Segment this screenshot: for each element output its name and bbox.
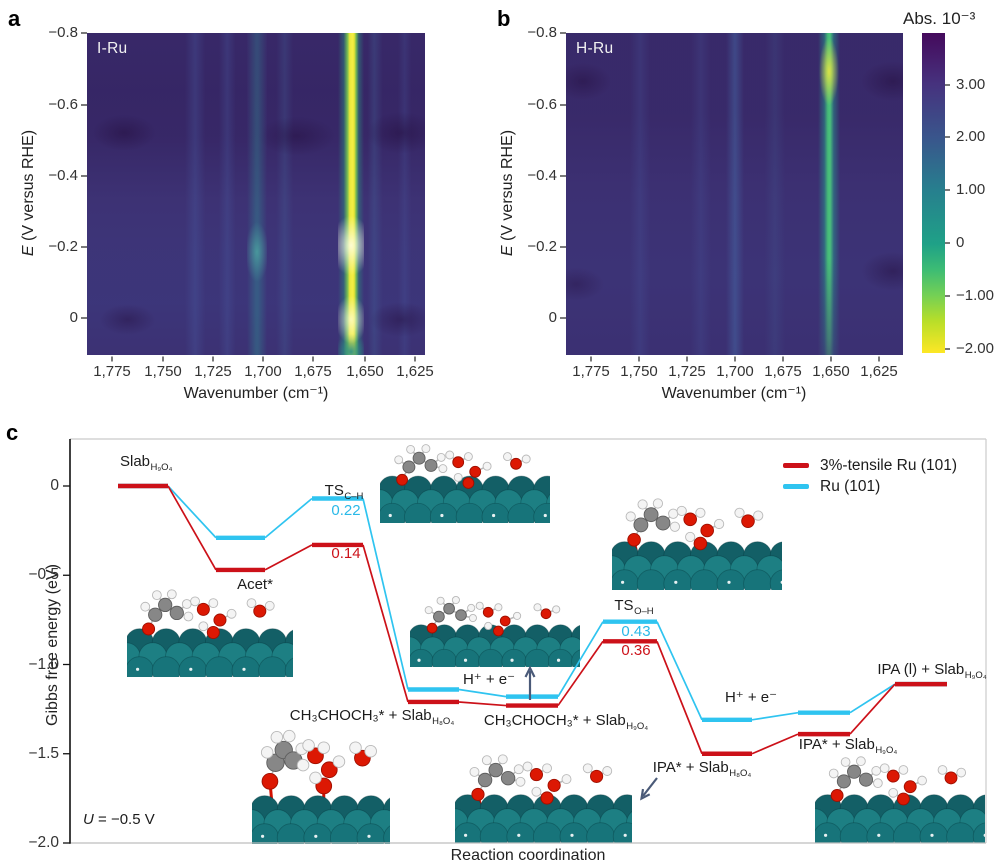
colorbar — [922, 33, 945, 353]
panel-letter-a: a — [8, 6, 21, 31]
pointer-arrow-down-left — [640, 777, 658, 801]
y-tick-label: −0.8 — [48, 24, 78, 41]
band-1650-strong — [338, 33, 364, 355]
colorbar-tick-label: −2.00 — [956, 340, 994, 357]
label-slab: SlabH₉O₄ — [120, 453, 173, 473]
x-tick-label: 1,725 — [668, 363, 706, 380]
molecular-inset-propoxide — [410, 595, 580, 667]
colorbar-tick-label: 1.00 — [956, 181, 986, 198]
label-applied-potential: U = −0.5 V — [83, 811, 155, 828]
legend-label-ru: Ru (101) — [820, 477, 881, 495]
colorbar-title: Abs. 10⁻³ — [903, 9, 976, 28]
panel-c-y-tick-label: 0 — [50, 477, 59, 494]
panel-b-x-axis-label: Wavenumber (cm⁻¹) — [661, 385, 807, 402]
x-tick-label: 1,700 — [244, 363, 282, 380]
barrier-value-tensile-ts-ch: 0.14 — [331, 545, 361, 562]
molecular-inset-ipa-adsorbed — [455, 753, 632, 843]
barrier-value-ru-ts-oh: 0.43 — [621, 623, 651, 640]
legend-row-tensile: 3%-tensile Ru (101) — [783, 455, 957, 476]
molecular-inset-ts-oh — [612, 497, 782, 590]
label-ts-oh: TSO–H — [614, 597, 654, 617]
barrier-value-tensile-ts-oh: 0.36 — [621, 642, 651, 659]
x-tick-label: 1,625 — [860, 363, 898, 380]
panel-c-y-tick-label: −2.0 — [28, 834, 59, 851]
panel-a-x-axis-label: Wavenumber (cm⁻¹) — [183, 385, 329, 402]
label-ipa-1: IPA* + SlabH₈O₄ — [652, 759, 752, 779]
molecular-inset-ts-ch — [380, 443, 550, 523]
legend-swatch-tensile — [783, 463, 809, 468]
colorbar-tick-label: 0 — [956, 234, 965, 251]
panel-b-heatmap: H-Ru — [566, 33, 903, 355]
molecular-inset-propoxide-slab — [252, 728, 390, 844]
molecular-inset-acetone-adsorbed — [127, 588, 293, 677]
panel-c-y-tick-label: −0.5 — [28, 566, 59, 584]
y-tick-label: −0.8 — [527, 24, 557, 41]
panel-a-sample-tag: I-Ru — [97, 40, 128, 57]
panel-b-sample-tag: H-Ru — [576, 40, 614, 57]
label-proton-electron-2: H⁺ + e⁻ — [724, 689, 778, 706]
x-tick-label: 1,750 — [144, 363, 182, 380]
label-ipa-2: IPA* + SlabH₉O₄ — [798, 736, 898, 756]
x-tick-label: 1,775 — [572, 363, 610, 380]
panel-c-y-axis-label: Gibbs free energy (eV) — [44, 564, 61, 726]
panel-a-heatmap: I-Ru — [87, 33, 425, 355]
x-tick-label: 1,675 — [764, 363, 802, 380]
y-tick-label: −0.4 — [527, 167, 557, 184]
band-1700-faint — [726, 33, 744, 355]
y-tick-label: −0.2 — [48, 238, 78, 255]
y-tick-label: 0 — [69, 309, 78, 326]
label-ipa-liquid: IPA (l) + SlabH₉O₄ — [877, 661, 987, 681]
label-proton-electron-1: H⁺ + e⁻ — [462, 671, 516, 688]
legend-row-ru: Ru (101) — [783, 476, 957, 497]
panel-a-y-axis-label: E (V versus RHE) — [20, 129, 37, 257]
panel-c-x-axis-label: Reaction coordination — [450, 847, 606, 864]
x-tick-label: 1,700 — [716, 363, 754, 380]
colorbar-tick-label: 2.00 — [956, 128, 986, 145]
y-tick-label: −0.2 — [527, 238, 557, 255]
y-tick-label: −0.6 — [527, 96, 557, 113]
x-tick-label: 1,775 — [93, 363, 131, 380]
legend: 3%-tensile Ru (101) Ru (101) — [783, 455, 957, 497]
colorbar-tick-label: −1.00 — [956, 287, 994, 304]
panel-b-y-axis-label: E (V versus RHE) — [499, 129, 516, 257]
pointer-arrow-up — [524, 665, 536, 700]
panel-letter-c: c — [6, 420, 19, 445]
x-tick-label: 1,750 — [620, 363, 658, 380]
panel-letter-b: b — [497, 6, 511, 31]
panel-c-y-tick-label: −1.0 — [28, 655, 59, 673]
label-ts-ch: TSC–H — [324, 482, 364, 502]
legend-label-tensile: 3%-tensile Ru (101) — [820, 456, 957, 474]
band-1700-weak — [247, 33, 267, 355]
colorbar-tick-label: 3.00 — [956, 76, 986, 93]
label-acet: Acet* — [237, 576, 273, 593]
label-choch-2: CH₃CHOCH₃* + SlabH₉O₄ — [483, 712, 649, 732]
x-tick-label: 1,725 — [194, 363, 232, 380]
label-choch-1: CH₃CHOCH₃* + SlabH₈O₄ — [289, 707, 455, 727]
y-tick-label: −0.6 — [48, 96, 78, 113]
x-tick-label: 1,625 — [396, 363, 434, 380]
legend-swatch-ru — [783, 484, 809, 489]
y-tick-label: 0 — [548, 309, 557, 326]
x-tick-label: 1,650 — [346, 363, 384, 380]
y-tick-label: −0.4 — [48, 167, 78, 184]
barrier-value-ru-ts-ch: 0.22 — [331, 502, 361, 519]
x-tick-label: 1,650 — [812, 363, 850, 380]
panel-c-y-tick-label: −1.5 — [28, 744, 59, 762]
molecular-inset-ipa-final — [815, 755, 985, 843]
band-1650-green — [818, 33, 840, 355]
x-tick-label: 1,675 — [294, 363, 332, 380]
